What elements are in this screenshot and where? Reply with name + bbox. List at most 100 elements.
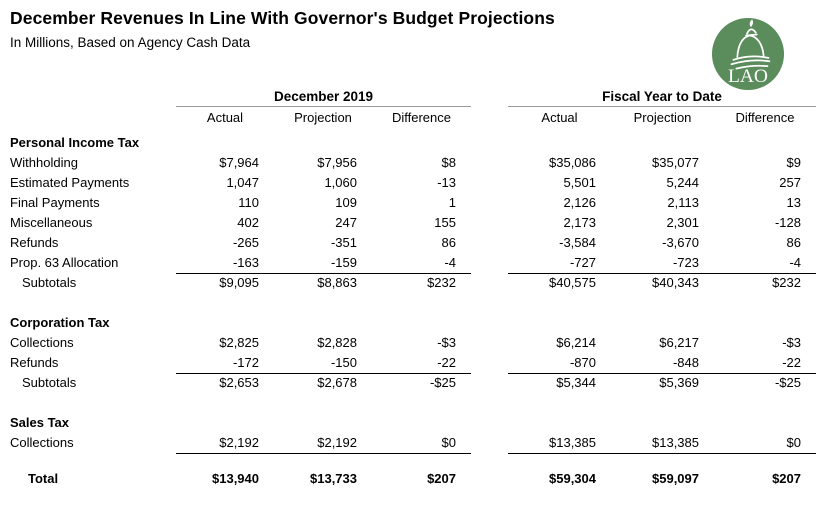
fytd-actual-cell: $35,086: [549, 155, 596, 170]
dec-actual-cell: $2,825: [219, 335, 259, 350]
dec-difference-cell: 1: [448, 195, 456, 210]
fytd-difference-cell: $232: [772, 275, 801, 290]
table-row-withholding: Withholding $7,964 $7,956 $8 $35,086 $35…: [10, 153, 820, 173]
fytd-difference-header: Difference: [735, 110, 795, 125]
row-label: Collections: [10, 335, 74, 350]
column-gap: [471, 173, 508, 193]
fytd-actual-cell: $5,344: [556, 375, 596, 390]
fytd-difference-cell: -4: [714, 253, 816, 274]
table-row-sales-collections: Collections $2,192 $2,192 $0 $13,385 $13…: [10, 433, 820, 454]
column-gap: [471, 433, 508, 454]
fytd-projection-cell: $35,077: [652, 155, 699, 170]
fytd-projection-cell: $13,385: [611, 433, 714, 454]
column-gap: [471, 333, 508, 353]
table-row-pit-refunds: Refunds -265 -351 86 -3,584 -3,670 86: [10, 233, 820, 253]
page-title: December Revenues In Line With Governor'…: [10, 8, 555, 28]
dec-actual-cell: -265: [232, 235, 259, 250]
row-label: Collections: [10, 435, 74, 450]
table-row-corp-subtotals: Subtotals $2,653 $2,678 -$25 $5,344 $5,3…: [10, 373, 820, 393]
dec-actual-header: Actual: [206, 110, 244, 125]
row-label: Subtotals: [22, 275, 77, 290]
fytd-difference-cell: 257: [779, 175, 801, 190]
row-label: Final Payments: [10, 195, 100, 210]
table-row-total: Total $13,940 $13,733 $207 $59,304 $59,0…: [10, 469, 820, 489]
section-label: Personal Income Tax: [10, 135, 140, 150]
section-header-sales-tax: Sales Tax: [10, 413, 820, 433]
dec-difference-cell: $8: [441, 155, 456, 170]
fytd-actual-cell: $40,575: [549, 275, 596, 290]
section-label: Corporation Tax: [10, 315, 110, 330]
dec-projection-cell: -159: [274, 253, 372, 274]
dec-projection-cell: $2,828: [317, 335, 357, 350]
group-header-row: December 2019 Fiscal Year to Date: [10, 88, 820, 107]
fytd-projection-cell: $6,217: [659, 335, 699, 350]
spacer: [10, 453, 820, 469]
fytd-difference-cell: -22: [714, 353, 816, 374]
dec-actual-cell: 402: [237, 215, 259, 230]
fytd-projection-header: Projection: [633, 110, 692, 125]
section-header-personal-income-tax: Personal Income Tax: [10, 133, 820, 153]
spacer: [10, 293, 820, 313]
row-label: Estimated Payments: [10, 175, 130, 190]
dec-difference-cell: -13: [437, 175, 456, 190]
dec-difference-cell: -$25: [429, 375, 456, 390]
fytd-actual-cell: -3,584: [559, 235, 596, 250]
dec-actual-cell: $2,653: [219, 375, 259, 390]
spacer: [10, 393, 820, 413]
fytd-difference-cell: 86: [786, 235, 801, 250]
dec-projection-cell: 1,060: [324, 175, 357, 190]
fytd-projection-cell: -723: [611, 253, 714, 274]
fytd-actual-cell: -870: [508, 353, 611, 374]
logo-text: LAO: [728, 66, 768, 87]
fytd-actual-cell: $6,214: [556, 335, 596, 350]
row-label: Withholding: [10, 155, 78, 170]
column-gap: [471, 353, 508, 374]
dec-actual-cell: $13,940: [212, 471, 259, 486]
capitol-dome-icon: LAO: [711, 17, 785, 91]
dec-projection-cell: -150: [274, 353, 372, 374]
dec-projection-cell: $8,863: [317, 275, 357, 290]
dec-projection-cell: 247: [335, 215, 357, 230]
column-header-row: Actual Projection Difference Actual Proj…: [10, 107, 820, 128]
table-row-estimated-payments: Estimated Payments 1,047 1,060 -13 5,501…: [10, 173, 820, 193]
dec-difference-cell: -4: [372, 253, 471, 274]
fytd-actual-header: Actual: [541, 110, 578, 125]
row-label-header: [10, 107, 176, 128]
dec-difference-cell: -22: [372, 353, 471, 374]
fytd-actual-cell: $13,385: [508, 433, 611, 454]
table-row-pit-subtotals: Subtotals $9,095 $8,863 $232 $40,575 $40…: [10, 273, 820, 293]
fytd-difference-cell: -128: [774, 215, 801, 230]
dec-projection-cell: $2,678: [317, 375, 357, 390]
fytd-actual-cell: 2,173: [563, 215, 596, 230]
fytd-difference-cell: 13: [786, 195, 801, 210]
column-gap: [471, 373, 508, 393]
column-gap: [471, 213, 508, 233]
table-row-prop63-allocation: Prop. 63 Allocation -163 -159 -4 -727 -7…: [10, 253, 820, 274]
column-gap: [471, 233, 508, 253]
row-label: Refunds: [10, 355, 59, 370]
dec-projection-header: Projection: [294, 110, 352, 125]
fytd-projection-cell: $40,343: [652, 275, 699, 290]
column-gap: [471, 253, 508, 274]
fytd-actual-cell: 2,126: [563, 195, 596, 210]
column-gap: [471, 469, 508, 489]
fytd-projection-cell: 2,113: [667, 195, 699, 210]
dec-actual-cell: $7,964: [219, 155, 259, 170]
fytd-projection-cell: -848: [611, 353, 714, 374]
fytd-actual-cell: -727: [508, 253, 611, 274]
dec-projection-cell: -351: [330, 235, 357, 250]
fytd-actual-cell: 5,501: [563, 175, 596, 190]
dec-difference-cell: 155: [434, 215, 456, 230]
section-header-corporation-tax: Corporation Tax: [10, 313, 820, 333]
fytd-actual-cell: $59,304: [549, 471, 596, 486]
dec-difference-cell: -$3: [437, 335, 456, 350]
table-row-miscellaneous: Miscellaneous 402 247 155 2,173 2,301 -1…: [10, 213, 820, 233]
dec-difference-cell: 86: [441, 235, 456, 250]
dec-projection-cell: $13,733: [310, 471, 357, 486]
column-gap: [471, 273, 508, 293]
column-gap: [471, 153, 508, 173]
dec-difference-header: Difference: [391, 110, 451, 125]
group-header-fytd: Fiscal Year to Date: [508, 88, 816, 107]
row-label: Subtotals: [22, 375, 77, 390]
row-label: Miscellaneous: [10, 215, 93, 230]
